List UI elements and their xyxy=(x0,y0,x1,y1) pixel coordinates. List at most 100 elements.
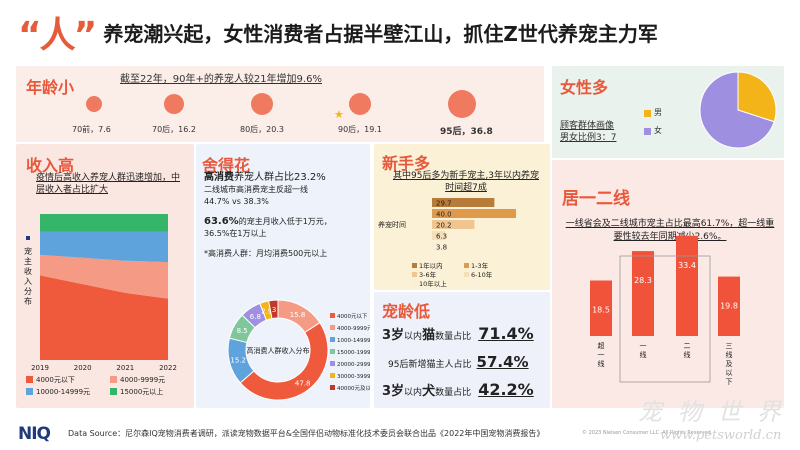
spend-line5: 36.5%在1万以上 xyxy=(204,229,267,238)
spend-line1-bold: 高消费 xyxy=(204,172,234,183)
age-panel: 年龄小 截至22年，90年+的养宠人较21年增加9.6% 70前，7.6 70后，… xyxy=(16,66,544,142)
gender-pie-chart xyxy=(699,71,777,149)
watermark-url: www.petsworld.cn xyxy=(660,428,782,443)
petage-row3-key: 犬 xyxy=(422,384,436,399)
age-bubble xyxy=(448,90,476,118)
city-x-tick-char: 一 xyxy=(640,342,647,350)
novice-axis-label: 养宠时间 xyxy=(378,220,406,229)
income-legend-label: 4000元以下 xyxy=(36,376,75,384)
female-title: 女性多 xyxy=(560,78,609,97)
city-x-tick-char: 线 xyxy=(598,359,605,368)
age-bubble xyxy=(349,93,371,115)
income-y-marker xyxy=(26,236,30,240)
novice-legend-swatch xyxy=(464,272,469,277)
novice-bar-label: 40.0 xyxy=(436,211,452,219)
spend-legend-swatch xyxy=(330,361,335,366)
petage-row1-post: 数量占比 xyxy=(435,332,472,342)
spend-legend-label: 40000元及以上 xyxy=(337,384,370,392)
spend-donut-label: 47.8 xyxy=(295,380,311,388)
city-x-tick-char: 及 xyxy=(726,360,733,368)
novice-bar xyxy=(432,231,446,240)
headline-quote: “人” xyxy=(18,15,97,56)
petage-row1-mid: 以内 xyxy=(404,332,423,342)
female-note-line2: 男女比例3：7 xyxy=(560,133,617,143)
age-title: 年龄小 xyxy=(26,78,75,97)
footer: NIQ Data Source：尼尔森IQ宠物消费者调研，派读宠物数据平台&全国… xyxy=(0,418,800,450)
income-x-tick: 2022 xyxy=(159,364,177,372)
petage-row3-post: 数量占比 xyxy=(435,388,472,398)
petage-row1-value: 71.4% xyxy=(478,324,534,343)
spend-title: 舍得花 xyxy=(202,156,251,175)
petage-row2-value: 57.4% xyxy=(476,353,529,371)
novice-legend-swatch xyxy=(412,263,417,268)
spend-donut-label: 6.8 xyxy=(250,313,261,321)
novice-legend-label: 10年以上 xyxy=(419,279,447,288)
city-bar-label: 18.5 xyxy=(592,306,610,315)
age-bubble-label: 70前，7.6 xyxy=(72,125,111,134)
income-y-label-char: 布 xyxy=(24,296,32,306)
spend-line6: *高消费人群：月均消费500元以上 xyxy=(204,249,328,258)
spend-donut-label: 3 xyxy=(272,306,276,314)
income-legend-swatch xyxy=(110,388,117,395)
income-y-label-char: 分 xyxy=(24,287,32,296)
legend-swatch-female xyxy=(644,128,651,135)
city-x-tick-char: 三 xyxy=(726,342,733,350)
income-area-series xyxy=(40,275,168,360)
spend-text-block: 高消费养宠人群占比23.2% 二线城市高消费宠主反超一线 44.7% vs 38… xyxy=(204,172,368,260)
income-note: 疫情后高收入养宠人群迅速增加，中层收入者占比扩大 xyxy=(36,173,181,195)
novice-bar-label: 29.7 xyxy=(436,200,452,208)
novice-bar xyxy=(432,220,475,229)
city-bar xyxy=(632,251,654,336)
income-legend-swatch xyxy=(26,376,33,383)
income-x-tick: 2021 xyxy=(116,364,134,372)
income-y-label-char: 入 xyxy=(24,277,32,286)
novice-bar-label: 20.2 xyxy=(436,222,452,230)
income-y-label-char: 主 xyxy=(24,256,32,266)
spend-legend-label: 1000-14999元 xyxy=(337,337,370,344)
novice-legend-label: 1年以内 xyxy=(419,261,443,270)
age-bubble-label: 80后，20.3 xyxy=(240,125,284,134)
petage-title: 宠龄低 xyxy=(382,302,431,321)
spend-legend-label: 15000-19999元 xyxy=(337,349,370,356)
spend-panel: 舍得花 高消费养宠人群占比23.2% 二线城市高消费宠主反超一线 44.7% v… xyxy=(196,144,370,408)
spend-donut-slice xyxy=(268,299,279,320)
legend-swatch-male xyxy=(644,110,651,117)
gender-pie-slice xyxy=(737,71,777,123)
age-bubble xyxy=(163,93,185,115)
city-note: 一线省会及二线城市宠主占比最高61.7%，超一线重要性较去年同期减少2.6%。 xyxy=(565,219,775,242)
star-icon: ★ xyxy=(334,108,344,121)
city-x-tick-char: 一 xyxy=(598,351,605,359)
income-legend-swatch xyxy=(26,388,33,395)
income-x-tick: 2019 xyxy=(31,364,49,372)
petage-row3-value: 42.2% xyxy=(478,380,534,399)
novice-bar xyxy=(432,242,440,251)
petage-row-dog: 3岁以内犬数量占比 42.2% xyxy=(382,380,534,399)
petage-row3-pre: 3岁 xyxy=(382,384,405,399)
city-bar xyxy=(718,276,740,336)
city-x-tick-char: 以 xyxy=(726,369,733,377)
income-title: 收入高 xyxy=(26,156,75,175)
city-x-tick: 超一线 xyxy=(598,341,605,368)
city-title: 居一二线 xyxy=(562,189,630,209)
petage-row-new-cat: 95后新增猫主人占比 57.4% xyxy=(388,352,529,371)
novice-note: 其中95后多为新手宠主,3年以内养宠时间超7成 xyxy=(392,171,540,193)
novice-legend-swatch xyxy=(412,281,417,286)
city-bar-label: 33.4 xyxy=(678,261,696,270)
spend-legend-swatch xyxy=(330,313,335,318)
novice-bar xyxy=(432,209,516,218)
novice-bar-chart: 29.7 40.0 20.2 6.3 3.8 养宠时间 1年以内 1-3年 3-6年 6-10年 1… xyxy=(378,198,516,288)
spend-legend-swatch xyxy=(330,325,335,330)
spend-line1-rest: 养宠人群占比23.2% xyxy=(234,172,326,183)
income-area-series xyxy=(40,231,168,263)
income-y-label-char: 宠 xyxy=(24,246,32,256)
spend-donut-label: 15.8 xyxy=(290,311,306,319)
spend-donut-slice xyxy=(239,321,329,401)
age-bubble-label: 90后，19.1 xyxy=(338,125,382,134)
spend-legend-swatch xyxy=(330,337,335,342)
age-bubble xyxy=(250,92,274,116)
spend-legend-label: 20000-29999元 xyxy=(337,361,370,368)
age-bubble-label: 95后，36.8 xyxy=(440,127,493,137)
spend-donut-label: 8.5 xyxy=(237,327,248,335)
